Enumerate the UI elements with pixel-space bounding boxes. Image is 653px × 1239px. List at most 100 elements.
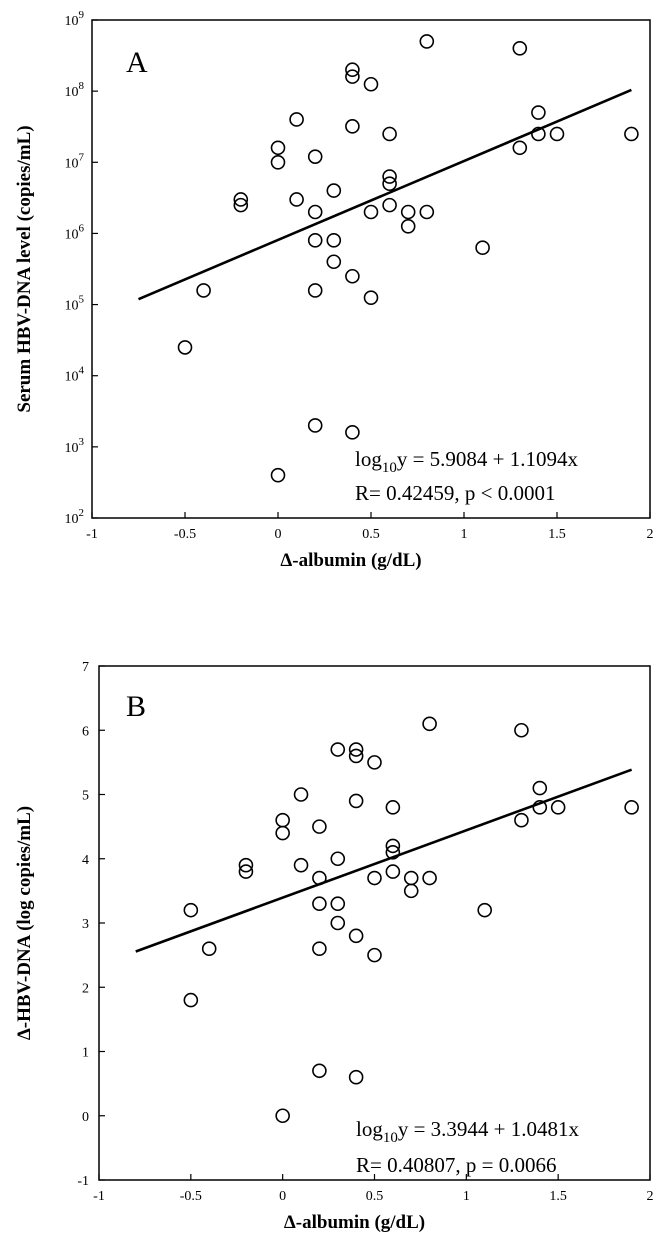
data-point [290,193,303,206]
y-tick-label: -1 [77,1174,89,1189]
data-point [532,106,545,119]
data-point [350,794,363,807]
data-point [327,234,340,247]
data-point [346,426,359,439]
data-point [386,801,399,814]
data-point [420,206,433,219]
data-point [295,788,308,801]
data-point [331,852,344,865]
data-point [551,127,564,140]
data-point [327,255,340,268]
data-point [295,859,308,872]
y-tick-exponent: 8 [79,80,85,92]
y-tick-label: 2 [82,981,89,996]
data-point [365,291,378,304]
x-tick-label: 2 [647,1189,653,1204]
data-point [309,150,322,163]
x-tick-label: 1.5 [549,1189,567,1204]
data-point [423,717,436,730]
y-tick-label: 104 [65,365,85,385]
regression-line [136,770,632,952]
equation-body: y = 5.9084 + 1.1094x [397,447,579,471]
data-point [346,120,359,133]
data-point [402,220,415,233]
data-point [272,156,285,169]
y-tick-label: 0 [82,1110,89,1125]
data-point [276,814,289,827]
regression-stats: R= 0.40807, p = 0.0066 [356,1153,556,1177]
data-point [552,801,565,814]
data-point [423,872,436,885]
data-point [309,419,322,432]
equation-log-subscript: 10 [382,460,397,476]
data-point [513,141,526,154]
equation-log-subscript: 10 [383,1130,398,1146]
data-point [309,284,322,297]
x-tick-label: 1 [461,527,468,542]
data-point [309,206,322,219]
y-tick-label: 7 [82,660,89,675]
data-point [350,929,363,942]
data-point [402,206,415,219]
data-point [625,127,638,140]
data-point [197,284,210,297]
y-tick-base: 10 [65,227,79,242]
x-tick-label: 0.5 [366,1189,384,1204]
x-tick-label: -1 [86,527,98,542]
panel-label: A [126,46,148,79]
y-tick-label: 107 [65,151,85,171]
data-point [515,814,528,827]
y-tick-exponent: 4 [79,365,85,377]
data-point [513,42,526,55]
data-point [515,724,528,737]
x-tick-label: -1 [93,1189,105,1204]
data-point [290,113,303,126]
data-point [309,234,322,247]
data-point [405,872,418,885]
x-tick-label: 0 [279,1189,286,1204]
y-tick-label: 102 [65,507,85,527]
regression-stats: R= 0.42459, p < 0.0001 [355,481,555,505]
data-point [365,206,378,219]
data-point [313,942,326,955]
y-tick-base: 10 [65,512,79,527]
y-tick-exponent: 2 [79,507,85,519]
data-point [478,904,491,917]
data-point [331,897,344,910]
data-point [331,743,344,756]
panel-label: B [126,690,146,723]
data-point [383,199,396,212]
data-point [313,1064,326,1077]
y-tick-label: 1 [82,1046,89,1061]
x-tick-label: 0.5 [362,527,380,542]
equation-log-prefix: log [355,447,382,471]
y-tick-label: 106 [65,222,85,242]
data-point [405,884,418,897]
data-point [383,127,396,140]
y-tick-label: 109 [65,9,85,29]
y-tick-label: 108 [65,80,85,100]
data-point [368,756,381,769]
y-tick-label: 105 [65,294,85,314]
data-point [184,904,197,917]
data-point [272,469,285,482]
y-tick-base: 10 [65,441,79,456]
regression-line [139,90,632,299]
y-tick-label: 4 [82,853,89,868]
data-point [346,270,359,283]
y-tick-exponent: 3 [79,436,85,448]
data-point [313,897,326,910]
x-axis-title: Δ-albumin (g/dL) [280,550,421,571]
y-tick-exponent: 5 [79,294,85,306]
y-tick-label: 103 [65,436,85,456]
y-tick-exponent: 6 [79,222,85,234]
x-tick-label: -0.5 [174,527,196,542]
data-point [331,917,344,930]
x-axis-title: Δ-albumin (g/dL) [284,1212,425,1233]
data-point [365,78,378,91]
data-point [533,782,546,795]
